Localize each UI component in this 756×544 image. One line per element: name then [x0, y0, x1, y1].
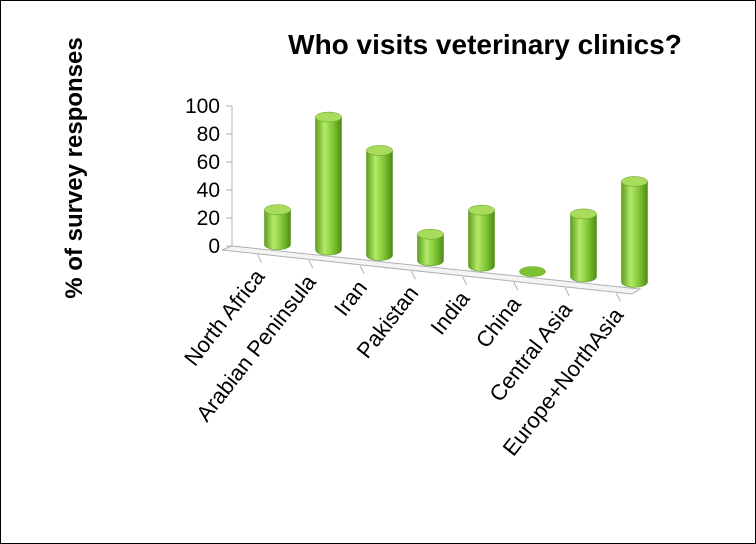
y-tick-label: 80	[197, 123, 220, 146]
bar	[468, 204, 495, 272]
y-tick-label: 60	[197, 151, 220, 174]
bar-body	[366, 150, 393, 261]
bar-top	[366, 145, 393, 156]
bar-top	[417, 228, 444, 240]
bar-body	[570, 213, 597, 283]
bar	[417, 228, 444, 267]
y-tick-label: 40	[197, 179, 220, 202]
x-tick-mark	[462, 276, 468, 285]
bar-body	[621, 181, 648, 288]
bar-top	[468, 204, 495, 216]
x-tick-label: India	[425, 286, 475, 340]
bar	[621, 176, 648, 288]
bar-body	[264, 209, 291, 250]
x-tick-label: China	[471, 291, 527, 352]
bar	[366, 145, 393, 261]
bar	[519, 266, 546, 277]
x-tick-mark	[564, 287, 570, 296]
x-tick-mark	[359, 265, 365, 274]
y-axis-label: % of survey responses	[61, 37, 88, 298]
bar-body	[417, 233, 444, 267]
x-tick-label: Iran	[329, 275, 372, 320]
bar	[264, 204, 291, 250]
bar-top	[519, 266, 546, 277]
bar-top	[621, 176, 648, 187]
y-tick-label: 100	[185, 95, 220, 118]
bar	[570, 208, 597, 283]
y-tick-label: 0	[208, 235, 220, 258]
bar-top	[570, 208, 597, 220]
x-tick-mark	[257, 254, 263, 263]
bar-body	[468, 209, 495, 272]
bars	[264, 111, 648, 288]
x-tick-mark	[308, 260, 314, 269]
axes	[221, 106, 642, 295]
x-tick-mark	[410, 271, 416, 280]
bar-top	[315, 111, 342, 123]
y-tick-label: 20	[197, 207, 220, 230]
bar	[315, 111, 342, 256]
x-tick-mark	[615, 293, 621, 302]
x-tick-mark	[513, 282, 519, 291]
bar-top	[264, 204, 291, 215]
chart-floor	[221, 245, 642, 295]
chart-title: Who visits veterinary clinics?	[288, 29, 682, 60]
y-ticks: 0 20 40 60 80 100	[185, 95, 232, 258]
bar-body	[315, 116, 342, 256]
